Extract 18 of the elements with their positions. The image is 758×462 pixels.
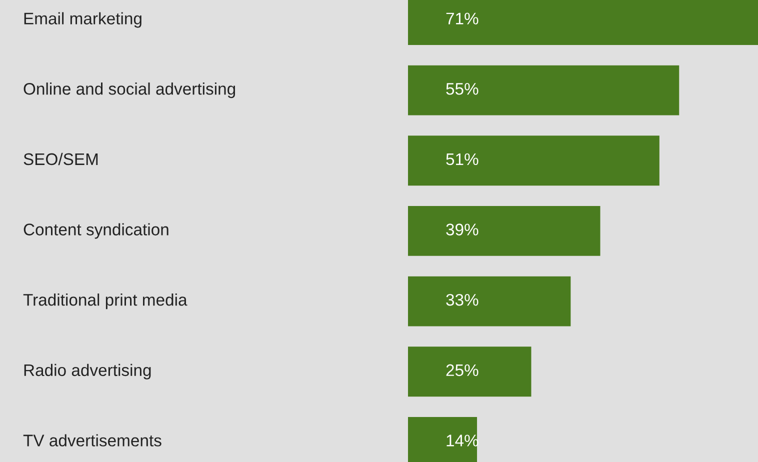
bar: [408, 65, 680, 116]
data-label: 51%: [446, 153, 478, 166]
data-label: 71%: [446, 12, 478, 24]
data-label: 33%: [446, 294, 478, 306]
data-label: 39%: [446, 224, 478, 236]
y-tick-label: Email marketing: [24, 12, 142, 28]
bar: [408, 206, 600, 256]
bar: [408, 346, 532, 397]
y-tick-label: Radio advertising: [24, 364, 151, 380]
y-tick-label: Online and social advertising: [24, 82, 236, 98]
data-label: 25%: [446, 364, 478, 376]
y-tick-label: SEO/SEM: [24, 152, 98, 166]
bar: [408, 136, 660, 186]
data-label: 55%: [446, 83, 478, 95]
y-tick-label: TV advertisements: [23, 434, 162, 446]
y-tick-label: Content syndication: [24, 223, 168, 239]
y-tick-label: Traditional print media: [23, 294, 188, 310]
bar: [408, 276, 571, 326]
